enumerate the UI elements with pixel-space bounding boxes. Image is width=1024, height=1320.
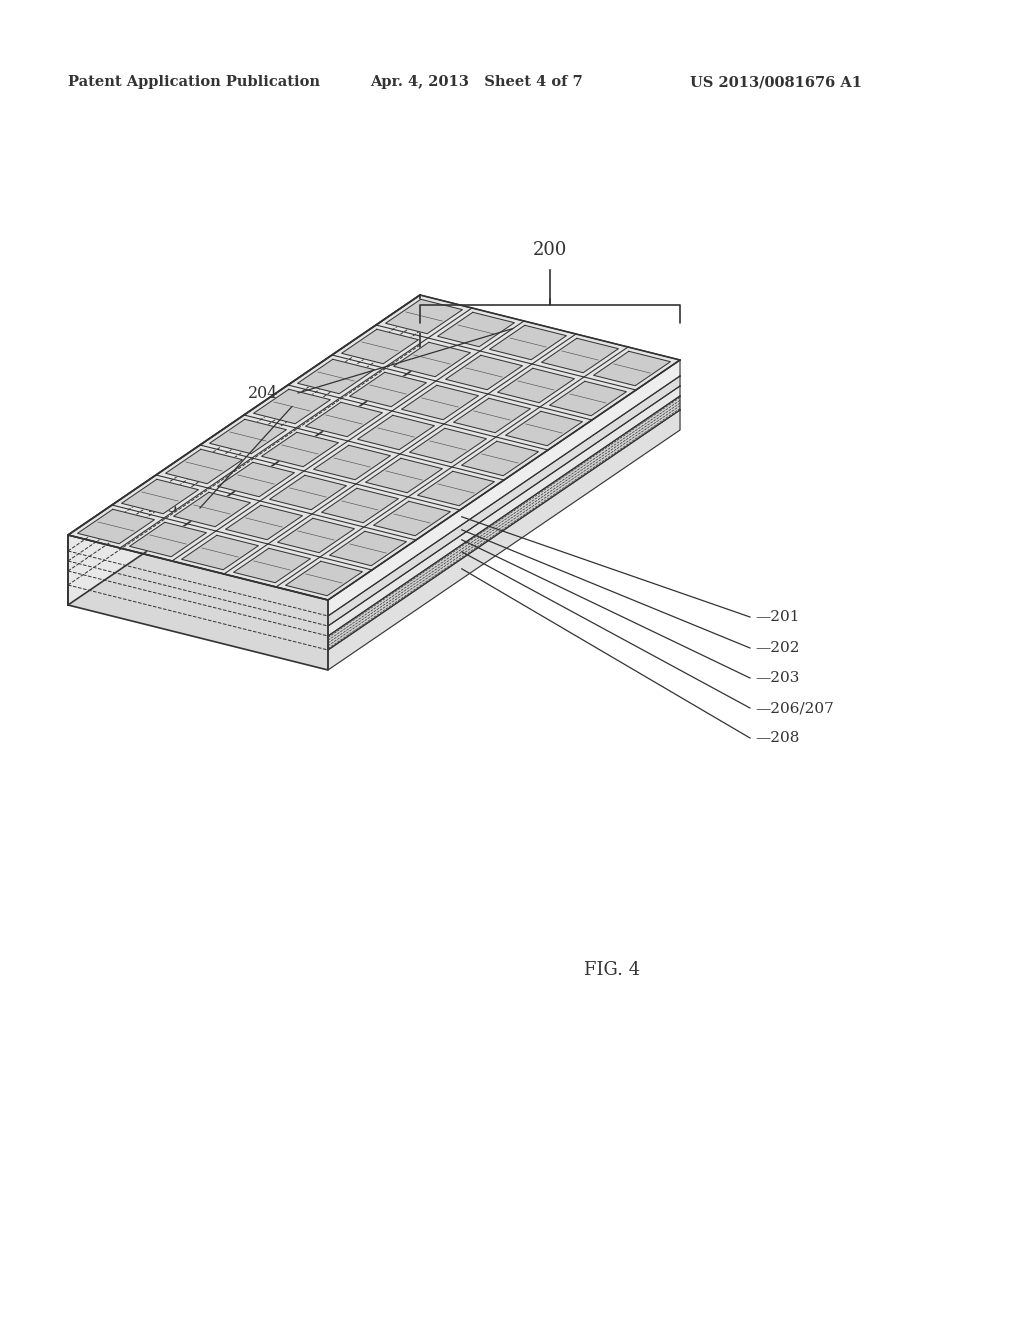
Polygon shape bbox=[278, 519, 354, 553]
Polygon shape bbox=[328, 360, 680, 616]
Polygon shape bbox=[550, 381, 627, 416]
Text: Patent Application Publication: Patent Application Publication bbox=[68, 75, 319, 88]
Polygon shape bbox=[217, 462, 295, 496]
Text: —201: —201 bbox=[755, 610, 800, 624]
Polygon shape bbox=[445, 355, 522, 389]
Polygon shape bbox=[366, 458, 442, 492]
Polygon shape bbox=[254, 389, 331, 424]
Polygon shape bbox=[328, 396, 680, 649]
Text: —202: —202 bbox=[755, 642, 800, 655]
Polygon shape bbox=[174, 492, 251, 527]
Text: 200: 200 bbox=[532, 242, 567, 259]
Text: US 2013/0081676 A1: US 2013/0081676 A1 bbox=[690, 75, 862, 88]
Text: 205: 205 bbox=[147, 499, 178, 516]
Polygon shape bbox=[261, 433, 338, 467]
Polygon shape bbox=[462, 441, 539, 475]
Polygon shape bbox=[305, 403, 382, 437]
Polygon shape bbox=[78, 510, 155, 544]
Polygon shape bbox=[328, 376, 680, 626]
Text: Apr. 4, 2013   Sheet 4 of 7: Apr. 4, 2013 Sheet 4 of 7 bbox=[370, 75, 583, 88]
Polygon shape bbox=[594, 351, 671, 385]
Polygon shape bbox=[166, 449, 243, 483]
Polygon shape bbox=[286, 561, 362, 595]
Polygon shape bbox=[454, 399, 530, 433]
Polygon shape bbox=[357, 416, 434, 450]
Polygon shape bbox=[210, 420, 287, 454]
Polygon shape bbox=[328, 411, 680, 671]
Polygon shape bbox=[269, 475, 346, 510]
Polygon shape bbox=[181, 536, 258, 570]
Polygon shape bbox=[506, 412, 583, 446]
Polygon shape bbox=[298, 359, 375, 393]
Polygon shape bbox=[418, 471, 495, 506]
Polygon shape bbox=[322, 488, 398, 523]
Polygon shape bbox=[386, 300, 463, 334]
Polygon shape bbox=[68, 294, 680, 601]
Polygon shape bbox=[330, 531, 407, 566]
Polygon shape bbox=[489, 325, 566, 360]
Text: 204: 204 bbox=[248, 384, 278, 401]
Text: FIG. 4: FIG. 4 bbox=[584, 961, 640, 979]
Polygon shape bbox=[68, 535, 328, 671]
Text: —206/207: —206/207 bbox=[755, 701, 834, 715]
Polygon shape bbox=[68, 294, 420, 605]
Polygon shape bbox=[225, 506, 302, 540]
Polygon shape bbox=[410, 428, 486, 463]
Text: —208: —208 bbox=[755, 731, 800, 744]
Polygon shape bbox=[349, 372, 426, 407]
Polygon shape bbox=[437, 313, 514, 347]
Polygon shape bbox=[313, 445, 390, 479]
Polygon shape bbox=[328, 385, 680, 636]
Polygon shape bbox=[122, 479, 199, 513]
Polygon shape bbox=[233, 548, 310, 582]
Polygon shape bbox=[374, 502, 451, 536]
Polygon shape bbox=[130, 523, 207, 557]
Polygon shape bbox=[393, 342, 470, 376]
Polygon shape bbox=[542, 338, 618, 372]
Polygon shape bbox=[342, 329, 419, 364]
Polygon shape bbox=[401, 385, 478, 420]
Text: —203: —203 bbox=[755, 671, 800, 685]
Polygon shape bbox=[498, 368, 574, 403]
